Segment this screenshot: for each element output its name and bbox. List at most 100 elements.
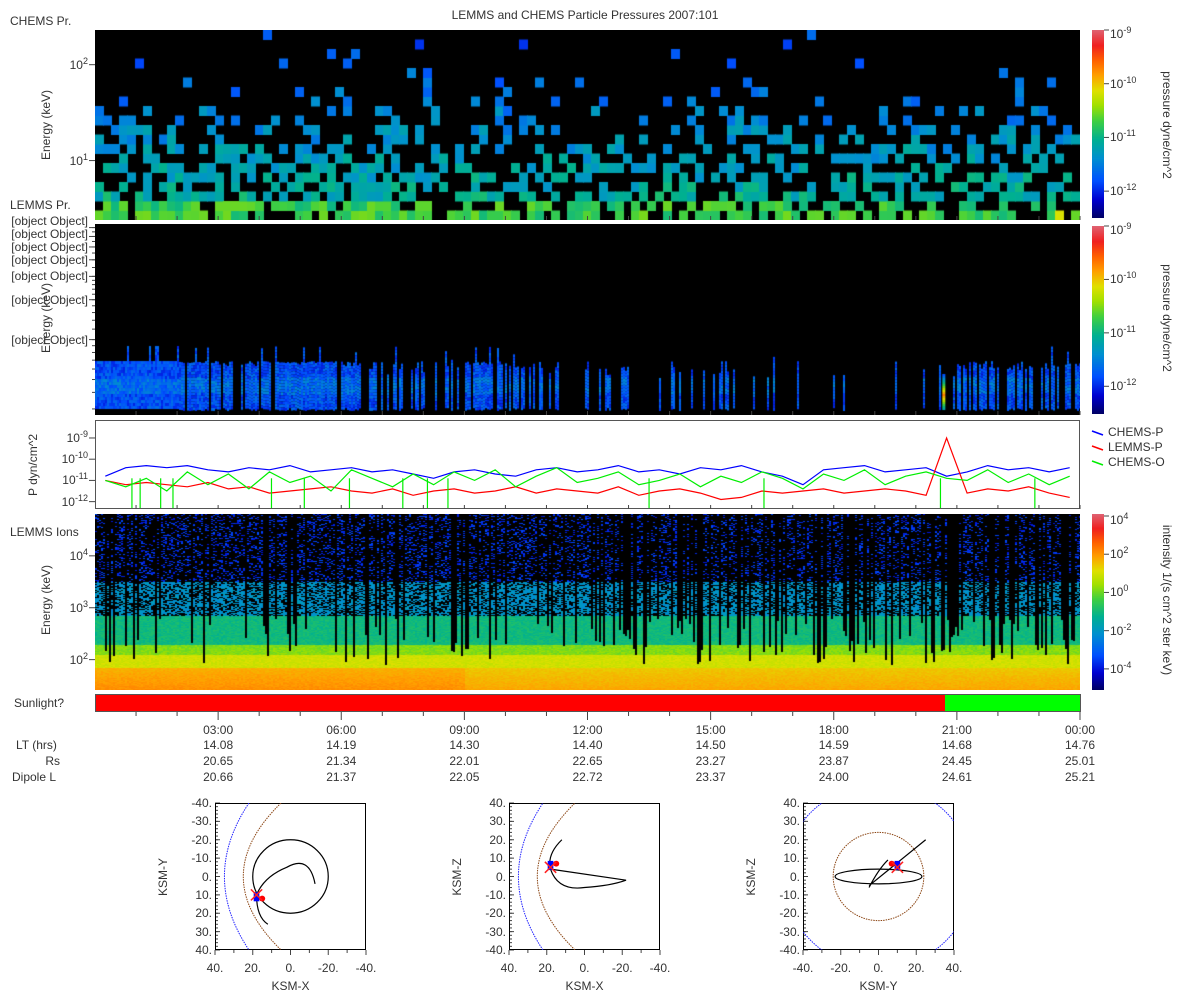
ephemeris-value: 21.34 (326, 754, 357, 768)
spacecraft-track-marker (894, 860, 901, 871)
tick-exponent: 2 (1123, 545, 1129, 556)
lemms-colorbar-tick-label: 10-12 (1110, 377, 1137, 393)
lemms-colorbar-tick-label: 10-9 (1110, 222, 1131, 237)
sunlight-shadow-segment (96, 695, 945, 711)
orbit-y-tick-label: 30. (195, 924, 212, 939)
ephemeris-value: 14.08 (203, 738, 234, 752)
ephemeris-value: 22.65 (572, 754, 603, 768)
tick-exponent: -4 (1123, 659, 1132, 670)
spacecraft-end-marker (553, 860, 560, 867)
tick-base: 10 (69, 600, 83, 615)
chems-p-series-line (105, 464, 1070, 486)
orbit-y-tick-label: -40. (485, 943, 506, 957)
tick-exponent: -9 (1123, 25, 1132, 35)
tick-base: 10 (1110, 623, 1124, 638)
ephemeris-value: 14.50 (695, 738, 726, 752)
lemms-colorbar-tick-label: 10-11 (1110, 324, 1136, 339)
ephemeris-value: 23.87 (818, 754, 849, 768)
ions-energy-tick-label: 104 (70, 546, 88, 562)
orbit-x-tick-label: 40. (500, 961, 518, 975)
orbit-x-axis-title: KSM-Y (859, 979, 898, 993)
lemms-energy-tick-label: [object Object] (11, 292, 88, 307)
spacecraft-end-marker (888, 860, 895, 867)
orbit-y-tick-label: 40. (783, 796, 800, 810)
ephemeris-value: 23.27 (695, 754, 726, 768)
orbit-x-tick-label: 0. (579, 961, 590, 975)
ephemeris-row-label: LT (hrs) (16, 738, 57, 752)
orbit-plot-1 (215, 803, 366, 950)
ephemeris-value: 23.37 (695, 770, 726, 784)
pressure-tick-label: 10-10 (62, 450, 88, 466)
intensity-colorbar-tick-label: 100 (1110, 584, 1128, 600)
ephemeris-value: 14.76 (1064, 738, 1096, 752)
orbit-x-tick-label: -40. (792, 961, 814, 975)
tick-exponent: -10 (1123, 270, 1137, 281)
time-tick-label: 18:00 (818, 723, 849, 737)
tick-exponent: -10 (1123, 74, 1137, 85)
orbit-x-tick-label: 20. (538, 961, 556, 975)
orbit-y-axis-title: KSM-Y (156, 857, 170, 896)
orbit-y-tick-label: 10. (195, 887, 212, 902)
orbit-x-tick-label: -20. (830, 961, 852, 975)
sunlight-bar (95, 694, 1081, 712)
orbit-x-tick-label: -40. (355, 961, 377, 975)
tick-exponent: 2 (82, 650, 88, 661)
tick-exponent: -11 (75, 471, 88, 482)
orbit-y-tick-label: -20. (485, 906, 506, 921)
orbit-y-tick-label: 10. (783, 851, 800, 866)
lemms-energy-tick-label: [object Object] (11, 269, 88, 284)
ephemeris-value: 22.05 (449, 770, 480, 784)
ephemeris-value: 14.19 (326, 738, 357, 752)
tick-exponent: -10 (74, 450, 88, 461)
lemms-energy-tick-label: [object Object] (11, 214, 88, 228)
orbit-y-axis-title: KSM-Z (744, 857, 758, 896)
orbit-plot-canvas (509, 803, 660, 950)
bow-shock-boundary (243, 803, 281, 950)
orbit-y-tick-label: 30. (783, 814, 800, 829)
lemms-ions-spectrogram (95, 514, 1080, 690)
intensity-colorbar-tick-label: 10-2 (1110, 622, 1131, 638)
tick-base: 10 (1110, 585, 1124, 600)
trajectory (550, 840, 626, 888)
tick-base: 10 (1110, 547, 1124, 562)
intensity-colorbar-tick-label: 102 (1110, 545, 1129, 562)
bow-shock-boundary (537, 803, 575, 950)
ephemeris-value: 21.37 (326, 770, 357, 784)
tick-exponent: -11 (1123, 128, 1136, 139)
orbit-x-tick-label: -20. (317, 961, 339, 975)
pressure-tick-label: 10-11 (62, 471, 88, 487)
orbit-y-tick-label: -20. (779, 906, 800, 921)
ephemeris-value: 25.21 (1064, 770, 1096, 784)
tick-base: 10 (1110, 130, 1124, 145)
orbit-x-tick-label: 0. (285, 961, 296, 975)
spacecraft-position-x-icon (251, 889, 262, 900)
orbit-y-tick-label: 10. (489, 851, 506, 866)
ephemeris-row-label: Dipole L (12, 770, 57, 784)
lemms-colorbar (1092, 226, 1104, 414)
chems-colorbar-tick-label: 10-9 (1110, 25, 1132, 41)
spacecraft-end-marker (259, 895, 266, 902)
tick-exponent: 4 (82, 546, 88, 557)
tick-base: 10 (69, 57, 83, 72)
lemms-energy-tick-label: [object Object] (11, 332, 88, 347)
chems-o-series-line (105, 467, 1070, 492)
tick-base: 10 (1110, 661, 1124, 676)
bow-shock-boundary (833, 832, 924, 920)
chems-energy-tick-label: 101 (70, 152, 88, 167)
orbit-y-tick-label: -20. (191, 832, 212, 847)
orbit-ellipse (835, 869, 922, 884)
legend-label: CHEMS-O (1108, 455, 1165, 469)
orbit-plot-2 (509, 803, 660, 950)
chems-panel-label: CHEMS Pr. (10, 14, 72, 28)
spacecraft-track-marker (253, 892, 260, 902)
ephemeris-value: 22.01 (449, 754, 480, 768)
tick-base: 10 (1110, 223, 1124, 237)
orbit-circle (253, 840, 329, 914)
legend-swatch (1091, 460, 1104, 466)
intensity-colorbar-tick-label: 104 (1110, 512, 1128, 527)
orbit-y-tick-label: -30. (191, 814, 212, 829)
tick-exponent: -12 (1123, 377, 1137, 388)
chems-spectrogram (95, 30, 1080, 220)
